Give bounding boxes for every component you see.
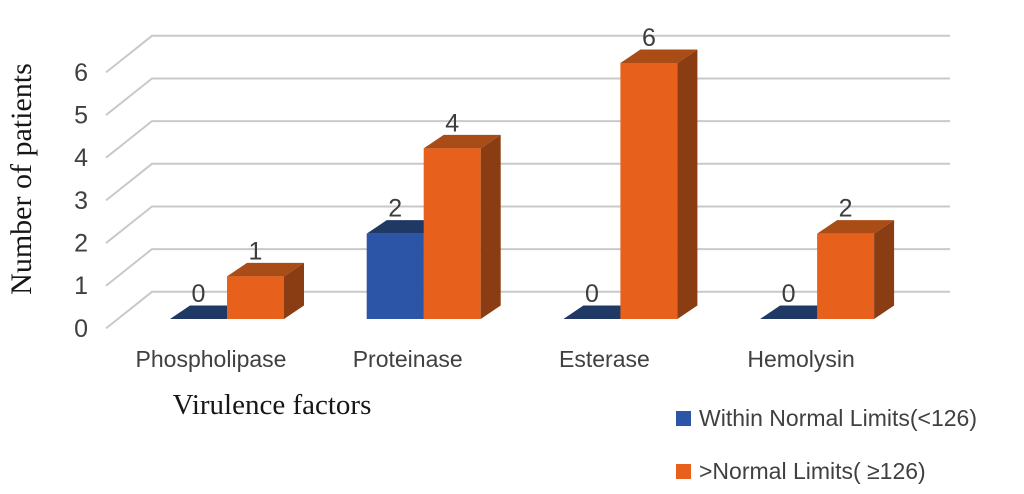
bar-phospholipase-s1-top	[227, 262, 304, 277]
bar-esterase-s1-front	[620, 62, 678, 319]
y-tick-label: 6	[74, 59, 88, 87]
data-label: 2	[388, 195, 402, 223]
data-label: 4	[445, 109, 459, 137]
data-label: 2	[839, 195, 853, 223]
y-tick-label: 2	[74, 230, 88, 258]
bar-hemolysin-s1-top	[817, 220, 895, 234]
bar-proteinase-s1-front	[423, 148, 481, 319]
bar-proteinase-s0-front	[366, 233, 424, 319]
y-tick-label: 0	[74, 315, 88, 343]
y-tick-label: 3	[74, 187, 88, 215]
bar-phospholipase-s1-front	[227, 276, 284, 319]
legend-label: Within Normal Limits(<126)	[699, 404, 977, 431]
legend-item-within-normal-limits: Within Normal Limits(<126)	[676, 404, 977, 432]
bar-esterase-s1-top	[620, 49, 698, 63]
data-label: 0	[782, 280, 796, 308]
data-label: 0	[585, 280, 599, 308]
gridline-3	[105, 162, 950, 202]
legend-label: >Normal Limits( ≥126)	[699, 457, 926, 484]
category-label: Esterase	[559, 346, 650, 372]
gridline-6	[105, 34, 950, 74]
legend-swatch-orange-icon	[676, 463, 691, 479]
category-label: Phospholipase	[136, 346, 287, 372]
bar-hemolysin-s1-front	[817, 233, 875, 319]
bar-phospholipase-s1-side	[284, 262, 304, 319]
category-label: Proteinase	[353, 346, 463, 372]
y-tick-label: 5	[74, 102, 88, 130]
bar-esterase-s1-side	[677, 49, 698, 319]
category-label: Hemolysin	[747, 346, 854, 372]
y-tick-label: 1	[74, 272, 88, 300]
bar-proteinase-s1-top	[423, 134, 501, 149]
legend-swatch-blue-icon	[676, 410, 691, 426]
data-label: 0	[192, 280, 206, 308]
legend-item-above-normal-limits: >Normal Limits( ≥126)	[676, 457, 977, 485]
gridline-5	[105, 77, 950, 116]
x-axis-title: Virulence factors	[172, 389, 372, 421]
legend: Within Normal Limits(<126) >Normal Limit…	[676, 404, 977, 494]
bar-hemolysin-s1-side	[874, 220, 895, 319]
data-label: 1	[249, 237, 263, 265]
gridline-4	[105, 120, 950, 159]
y-axis-title: Number of patients	[5, 63, 38, 295]
data-label: 6	[642, 24, 656, 52]
y-tick-label: 4	[74, 144, 88, 172]
bar-proteinase-s1-side	[480, 134, 501, 319]
